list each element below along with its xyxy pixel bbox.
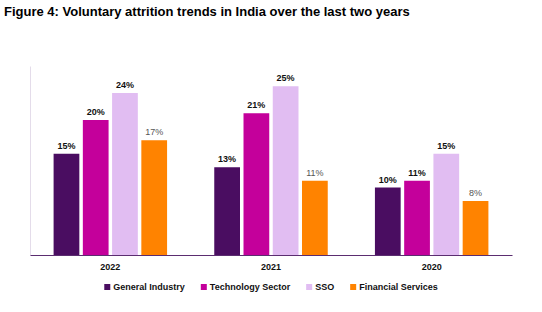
legend-label: SSO [315, 282, 334, 292]
data-label: 17% [145, 127, 163, 137]
x-tick: 2021 [261, 255, 281, 272]
bar [214, 167, 240, 255]
data-label: 11% [306, 168, 323, 178]
x-tick-label: 2020 [422, 262, 442, 272]
bar [302, 181, 328, 255]
data-labels: 15% 13% 10% 20% 21% 11% 24% 25% 15% 17% 11% 8% [57, 73, 482, 198]
data-label: 15% [57, 141, 75, 151]
bar [112, 93, 138, 255]
x-tick-label: 2022 [100, 262, 120, 272]
legend-item: Financial Services [350, 282, 438, 292]
data-label: 15% [437, 141, 455, 151]
bar [54, 154, 80, 255]
data-label: 11% [408, 168, 426, 178]
legend-label: Technology Sector [210, 282, 291, 292]
y-axis [30, 67, 31, 256]
legend-item: General Industry [104, 282, 185, 292]
bar [83, 120, 109, 255]
bar [375, 188, 401, 256]
legend-swatch [201, 284, 207, 290]
bar [404, 181, 430, 255]
data-label: 21% [247, 100, 265, 110]
legend: General Industry Technology Sector SSO Fina… [104, 282, 437, 292]
data-label: 25% [277, 73, 295, 83]
x-tick-label: 2021 [261, 262, 281, 272]
legend-swatch [104, 284, 110, 290]
legend-label: General Industry [113, 282, 185, 292]
bar [463, 201, 489, 255]
bars [54, 86, 489, 255]
legend-swatch [350, 284, 356, 290]
x-tick: 2020 [422, 255, 442, 272]
data-label: 8% [469, 188, 482, 198]
x-tick: 2022 [100, 255, 120, 272]
bar [433, 154, 459, 255]
data-label: 13% [218, 154, 236, 164]
legend-item: Technology Sector [201, 282, 291, 292]
y-axis-line [30, 67, 31, 256]
legend-item: SSO [306, 282, 334, 292]
bar [273, 86, 299, 255]
x-axis: 2022 2021 2020 [31, 255, 513, 272]
title: Figure 4: Voluntary attrition trends in … [4, 4, 410, 19]
bar [141, 140, 167, 255]
data-label: 10% [379, 175, 397, 185]
x-axis-line [31, 255, 513, 256]
data-label: 24% [116, 80, 134, 90]
legend-label: Financial Services [359, 282, 438, 292]
chart: Figure 4: Voluntary attrition trends in … [0, 0, 542, 312]
data-label: 20% [87, 107, 105, 117]
legend-swatch [306, 284, 312, 290]
bar [244, 113, 270, 255]
